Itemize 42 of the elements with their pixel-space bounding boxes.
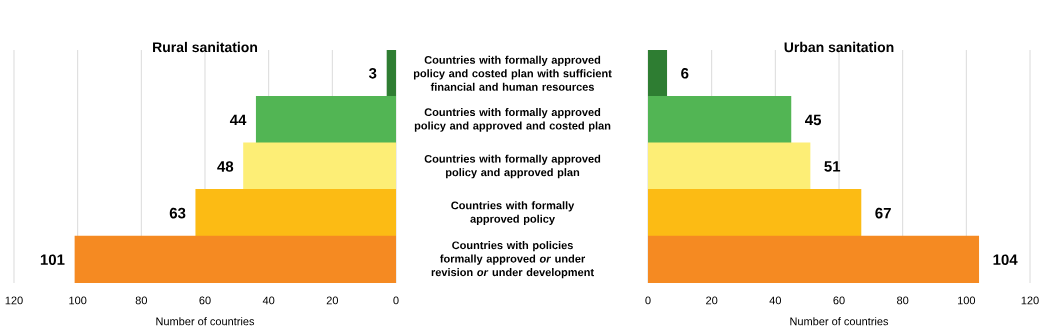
bar — [648, 189, 862, 238]
data-label: 44 — [229, 114, 247, 126]
y-tick-label: Countries with formally approved policy and approved and costed plan — [414, 108, 611, 132]
x-axis-title: Number of countries — [790, 317, 889, 326]
data-label: 51 — [824, 161, 841, 172]
data-label: 63 — [169, 207, 186, 219]
x-tick-label: 20 — [326, 296, 339, 305]
x-tick-label: 60 — [833, 296, 845, 305]
x-tick-label: 120 — [5, 296, 23, 305]
x-tick-label: 100 — [957, 296, 976, 305]
bar — [195, 189, 396, 238]
x-tick-label: 120 — [1021, 296, 1039, 305]
chart-title: Urban sanitation — [784, 41, 894, 53]
x-axis-title: Number of countries — [156, 317, 255, 326]
x-tick-label: 60 — [199, 296, 211, 305]
bar — [74, 235, 396, 283]
y-tick-label: Countries with formally approved policy — [451, 201, 575, 225]
x-tick-label: 100 — [69, 296, 87, 305]
data-label: 45 — [805, 114, 822, 126]
y-tick-label: Countries with formally approved policy and costed plan with sufficient financial and human resources — [413, 55, 612, 91]
x-tick-label: 80 — [897, 296, 909, 305]
x-tick-label: 20 — [706, 296, 718, 305]
data-label: 48 — [217, 161, 234, 172]
bar — [243, 142, 396, 191]
bar — [648, 142, 811, 191]
x-tick-label: 80 — [135, 296, 148, 305]
data-label: 6 — [681, 68, 689, 79]
category-label: Countries with policies formally approved or under revision or under development — [431, 241, 594, 279]
chart-title: Rural sanitation — [153, 41, 258, 53]
data-label: 104 — [993, 254, 1018, 266]
x-tick-label: 0 — [645, 296, 651, 305]
data-label: 3 — [368, 67, 377, 79]
x-tick-label: 0 — [393, 296, 399, 305]
bar — [255, 95, 396, 144]
bar — [648, 95, 792, 144]
bar — [648, 50, 668, 98]
data-label: 67 — [875, 207, 891, 219]
x-tick-label: 40 — [769, 296, 782, 305]
y-tick-label: Countries with formally approved policy and approved plan — [424, 154, 601, 179]
bar — [648, 235, 980, 283]
x-tick-label: 40 — [262, 296, 275, 305]
data-label: 101 — [40, 254, 65, 266]
